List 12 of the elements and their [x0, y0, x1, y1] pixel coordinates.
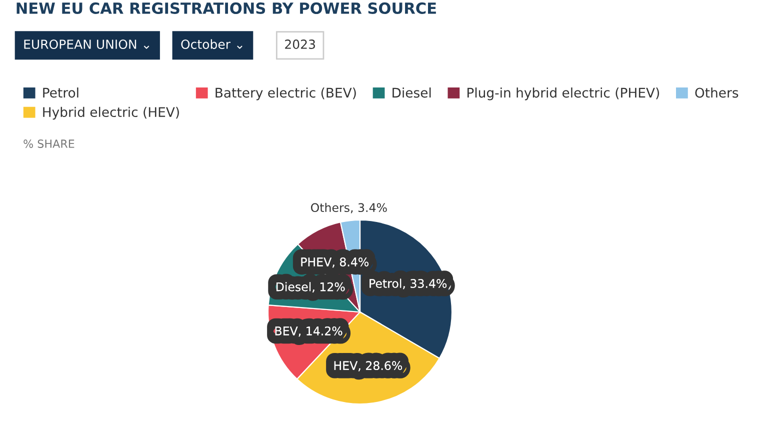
chart-title: NEW EU CAR REGISTRATIONS BY POWER SOURCE — [16, 2, 436, 14]
legend-label: Petrol — [43, 87, 78, 98]
text: EUROPEAN UNION ⌄ — [24, 40, 150, 49]
legend-label: Others — [695, 87, 738, 98]
text: % SHARE — [24, 140, 74, 148]
legend-label: Diesel — [392, 87, 431, 98]
text: 2023 — [285, 40, 315, 49]
text: October ⌄ — [181, 39, 242, 49]
data-label: Others, 3.4% — [310, 202, 387, 214]
legend-label: Hybrid electric (HEV) — [43, 106, 179, 120]
legend-label: Battery electric (BEV) — [216, 87, 356, 100]
legend-label: Plug-in hybrid electric (PHEV) — [468, 87, 660, 100]
